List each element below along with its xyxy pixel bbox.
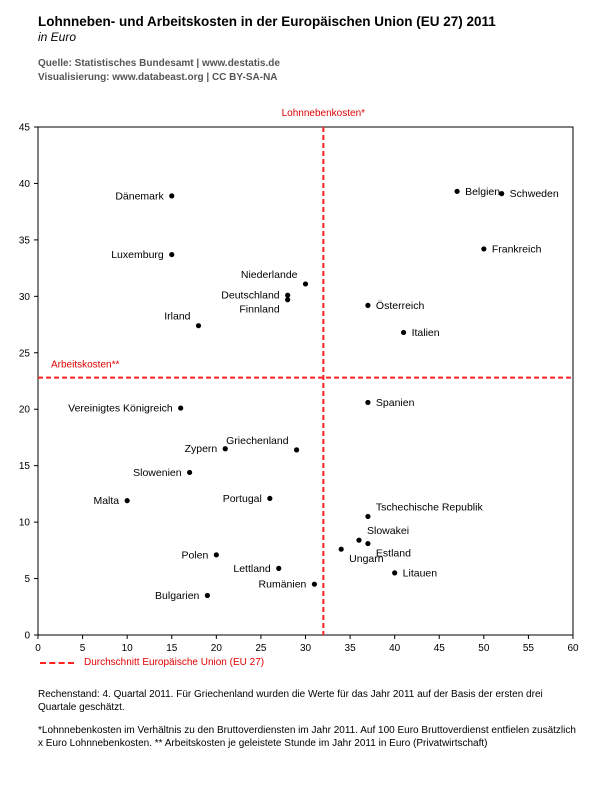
legend: Durchschnitt Europäische Union (EU 27) (40, 657, 264, 668)
data-point-label: Italien (412, 327, 440, 339)
y-tick-label: 25 (19, 348, 31, 359)
x-tick-label: 60 (567, 643, 579, 654)
data-point-label: Luxemburg (111, 249, 164, 261)
data-point (178, 405, 184, 411)
data-point-label: Österreich (376, 300, 425, 312)
x-tick-label: 35 (345, 643, 357, 654)
data-point-label: Niederlande (241, 269, 298, 281)
data-point (285, 297, 291, 303)
data-point (267, 495, 273, 502)
data-point (481, 246, 487, 252)
data-point-label: Portugal (223, 493, 262, 505)
x-tick-label: 40 (389, 643, 401, 654)
x-tick-label: 50 (478, 643, 490, 654)
y-tick-label: 5 (24, 574, 30, 585)
x-tick-label: 30 (300, 643, 312, 654)
source-line: Quelle: Statistisches Bundesamt | www.de… (38, 58, 280, 69)
footnote-rechenstand: Rechenstand: 4. Quartal 2011. Für Griech… (38, 689, 543, 713)
data-point (276, 565, 282, 571)
footnote-definition: *Lohnnebenkosten im Verhältnis zu den Br… (38, 725, 576, 749)
data-point-label: Irland (164, 311, 190, 323)
data-point (302, 281, 309, 287)
data-point-label: Lettland (233, 563, 271, 575)
legend-dash-line (40, 661, 74, 664)
data-point (169, 193, 175, 199)
x-tick-label: 55 (523, 643, 535, 654)
y-reference-label: Arbeitskosten** (51, 360, 119, 371)
data-point-label: Litauen (403, 567, 438, 579)
data-point-label: Zypern (185, 443, 218, 455)
data-point-label: Belgien (465, 186, 500, 198)
x-tick-label: 10 (122, 643, 134, 654)
data-point-label: Spanien (376, 397, 415, 409)
y-tick-label: 35 (19, 235, 31, 246)
x-tick-label: 5 (80, 643, 86, 654)
data-point-label: Polen (181, 549, 208, 561)
data-point-label: Schweden (510, 188, 559, 200)
data-point-label: Finnland (239, 304, 279, 316)
chart-title: Lohnneben- und Arbeitskosten in der Euro… (38, 14, 496, 29)
data-point (356, 537, 362, 543)
data-point (392, 570, 398, 576)
data-point (365, 540, 371, 547)
x-reference-label: Lohnnebenkosten* (282, 108, 366, 119)
data-point (285, 292, 291, 298)
data-point-label: Deutschland (221, 290, 280, 302)
y-tick-label: 30 (19, 292, 31, 303)
y-tick-label: 10 (19, 518, 31, 529)
data-point (338, 546, 344, 552)
data-point (169, 251, 175, 258)
y-tick-label: 40 (19, 179, 31, 190)
x-tick-label: 25 (255, 643, 267, 654)
data-point-label: Malta (93, 495, 119, 507)
data-point (186, 469, 193, 476)
data-point (195, 323, 202, 329)
plot-frame (37, 126, 574, 636)
data-point (293, 447, 300, 453)
data-point (222, 446, 228, 452)
x-tick-label: 0 (35, 643, 41, 654)
visualization-line: Visualisierung: www.databeast.org | CC B… (38, 72, 278, 83)
data-point (454, 188, 460, 194)
data-point-label: Slowenien (133, 467, 182, 479)
data-point-label: Rumänien (259, 579, 307, 591)
x-tick-label: 20 (211, 643, 223, 654)
data-point-label: Frankreich (492, 243, 542, 255)
data-point-label: Bulgarien (155, 590, 200, 602)
data-point-label: Vereinigtes Königreich (68, 403, 173, 415)
data-point-label: Slowakei (367, 525, 409, 537)
chart-subtitle: in Euro (38, 30, 77, 44)
data-point (365, 302, 371, 308)
data-point-label: Dänemark (115, 190, 164, 202)
legend-label: Durchschnitt Europäische Union (EU 27) (84, 657, 265, 668)
data-point (124, 498, 130, 504)
y-tick-label: 0 (24, 631, 30, 642)
data-point-label: Estland (376, 548, 411, 560)
data-point-label: Tschechische Republik (376, 501, 484, 513)
data-point (365, 513, 371, 520)
data-point-label: Ungarn (349, 553, 384, 565)
x-tick-label: 45 (434, 643, 446, 654)
data-point (204, 592, 211, 599)
data-point (213, 552, 219, 558)
data-point (311, 581, 318, 587)
y-tick-label: 45 (19, 123, 31, 134)
data-point-label: Griechenland (226, 435, 289, 447)
y-tick-label: 20 (19, 405, 31, 416)
scatter-chart: 0 5 10 15 20 25 30 35 40 45 50 55 60 0 5 10 15 20 25 30 35 40… (19, 108, 579, 654)
data-point (400, 329, 407, 336)
data-point (365, 399, 371, 406)
x-tick-label: 15 (166, 643, 178, 654)
data-point (499, 191, 505, 197)
y-tick-label: 15 (19, 461, 31, 472)
